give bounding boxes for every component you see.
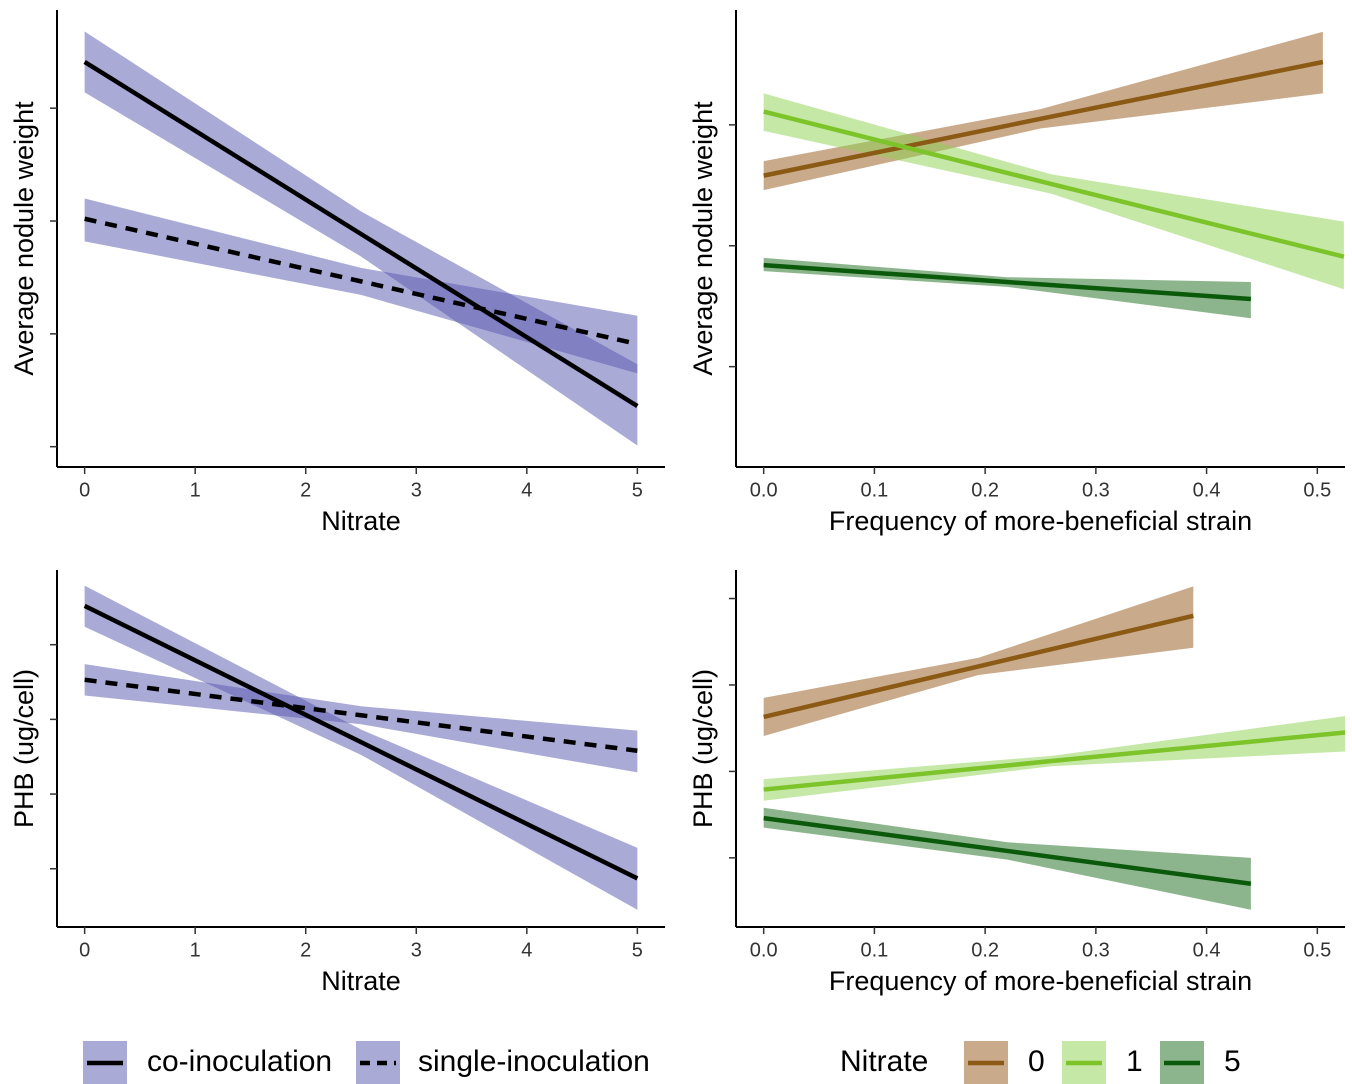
trend-line (763, 59, 1324, 178)
legend-title: Nitrate (840, 1045, 928, 1078)
x-tick-label: 0.5 (1303, 939, 1331, 961)
legend-label: 5 (1224, 1045, 1241, 1078)
x-tick-label: 2 (300, 479, 311, 501)
x-tick-label: 0.2 (971, 479, 999, 501)
trend-line (84, 216, 638, 347)
y-axis-title: PHB (ug/cell) (9, 669, 39, 828)
x-tick-label: 1 (190, 479, 201, 501)
legend-label: co-inoculation (147, 1045, 332, 1078)
x-tick-label: 0.4 (1193, 939, 1221, 961)
x-tick-label: 3 (411, 939, 422, 961)
trend-line (763, 109, 1345, 259)
trend-line (763, 262, 1252, 302)
confidence-band (763, 716, 1345, 801)
confidence-band (84, 198, 638, 374)
x-tick-label: 0.1 (861, 479, 889, 501)
x-tick-label: 0.3 (1082, 939, 1110, 961)
confidence-band (84, 585, 638, 910)
trend-line (763, 613, 1194, 720)
x-tick-label: 0.2 (971, 939, 999, 961)
x-axis-title: Frequency of more-beneficial strain (829, 506, 1252, 536)
legend-label: single-inoculation (418, 1045, 650, 1078)
x-axis-title: Nitrate (321, 506, 401, 536)
x-tick-label: 0.5 (1303, 479, 1331, 501)
y-axis-title: Average nodule weight (688, 101, 718, 376)
confidence-band (763, 257, 1251, 319)
trend-line (763, 815, 1252, 887)
x-tick-label: 0 (79, 479, 90, 501)
x-tick-label: 0.4 (1193, 479, 1221, 501)
x-tick-label: 4 (521, 939, 532, 961)
x-tick-label: 0.0 (750, 479, 778, 501)
x-tick-label: 3 (411, 479, 422, 501)
x-tick-label: 4 (521, 479, 532, 501)
confidence-band (84, 31, 638, 446)
legend-label: 1 (1126, 1045, 1143, 1078)
y-axis-title: Average nodule weight (9, 101, 39, 376)
x-tick-label: 0 (79, 939, 90, 961)
confidence-band (763, 31, 1323, 191)
x-tick-label: 0.1 (861, 939, 889, 961)
trend-line (763, 730, 1346, 792)
y-axis-title: PHB (ug/cell) (688, 669, 718, 828)
x-tick-label: 5 (632, 939, 643, 961)
x-tick-label: 1 (190, 939, 201, 961)
confidence-band (84, 664, 638, 773)
trend-line (83, 603, 639, 881)
confidence-band (763, 93, 1344, 290)
x-tick-label: 2 (300, 939, 311, 961)
x-tick-label: 5 (632, 479, 643, 501)
trend-line (83, 59, 639, 408)
confidence-band (763, 807, 1251, 910)
trend-line (84, 677, 638, 753)
x-tick-label: 0.3 (1082, 479, 1110, 501)
confidence-band (763, 586, 1194, 736)
x-axis-title: Frequency of more-beneficial strain (829, 966, 1252, 996)
x-tick-label: 0.0 (750, 939, 778, 961)
legend-label: 0 (1028, 1045, 1045, 1078)
x-axis-title: Nitrate (321, 966, 401, 996)
